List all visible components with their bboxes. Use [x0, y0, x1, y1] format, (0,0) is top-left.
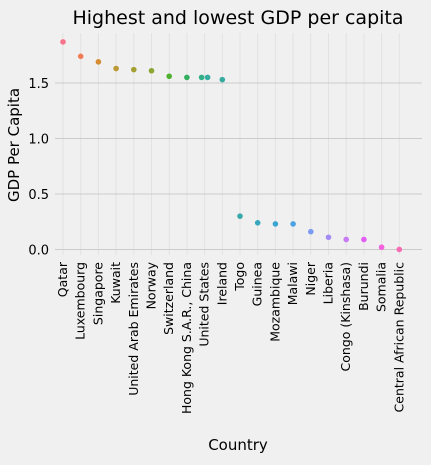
data-point: [378, 244, 385, 251]
data-point: [166, 73, 172, 80]
x-tick-label: Singapore: [90, 262, 105, 325]
x-tick-label: Guinea: [250, 262, 265, 306]
data-point: [254, 220, 261, 226]
data-point: [131, 66, 137, 73]
chart-title: Highest and lowest GDP per capita: [72, 7, 403, 29]
data-point: [95, 59, 102, 65]
x-tick-label: Niger: [303, 261, 318, 295]
data-points: [60, 39, 403, 253]
x-tick-label: Congo (Kinshasa): [338, 262, 353, 371]
x-tick-label: United States: [197, 262, 212, 347]
y-tick-label: 0.0: [28, 243, 49, 258]
x-tick-label: Liberia: [321, 262, 336, 304]
x-tick-label: Malawi: [285, 262, 300, 305]
data-point: [219, 76, 226, 83]
data-point: [343, 236, 350, 243]
x-tick-label: Norway: [144, 261, 159, 309]
data-point: [77, 53, 84, 60]
x-tick-label: Hong Kong S.A.R., China: [179, 262, 194, 414]
x-tick-label: United Arab Emirates: [126, 262, 141, 396]
data-point: [308, 228, 314, 235]
data-point: [113, 65, 119, 72]
data-point: [148, 67, 155, 74]
x-tick-label: Burundi: [356, 262, 371, 311]
x-tick-label: Central African Republic: [391, 262, 406, 413]
x-tick-label: Kuwait: [108, 262, 123, 304]
y-axis-ticks: 0.0 0.5 1.0 1.5: [28, 77, 49, 259]
data-point: [198, 74, 205, 81]
data-point: [204, 74, 211, 81]
y-tick-label: 1.0: [28, 132, 49, 147]
data-point: [361, 236, 367, 243]
data-point: [325, 234, 332, 241]
data-point: [290, 221, 296, 227]
data-point: [237, 213, 243, 219]
data-point: [396, 246, 403, 253]
x-axis-ticks: Qatar Luxembourg Singapore Kuwait United Ara…: [55, 261, 406, 414]
x-tick-label: Luxembourg: [73, 262, 88, 340]
x-tick-label: Qatar: [55, 261, 70, 297]
x-tick-label: Ireland: [214, 262, 229, 305]
y-tick-label: 1.5: [28, 77, 49, 92]
x-tick-label: Switzerland: [161, 262, 176, 335]
gridlines: [55, 33, 422, 255]
x-tick-label: Somalia: [374, 262, 389, 312]
y-axis-label: GDP Per Capita: [5, 88, 23, 202]
x-tick-label: Mozambique: [267, 262, 282, 342]
data-point: [60, 39, 66, 45]
data-point: [184, 74, 190, 81]
x-axis-label: Country: [208, 436, 268, 454]
data-point: [272, 221, 279, 227]
x-tick-label: Togo: [232, 262, 247, 292]
y-tick-label: 0.5: [28, 188, 49, 203]
